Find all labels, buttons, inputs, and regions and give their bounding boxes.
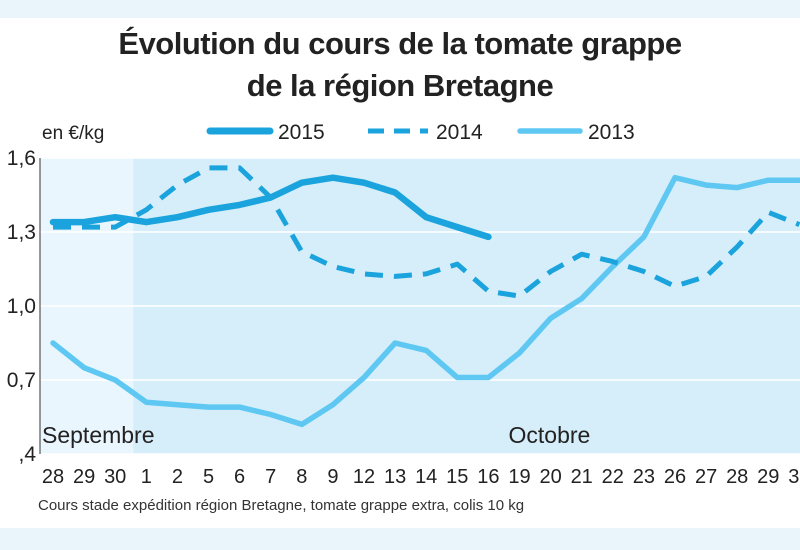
x-tick-label: 7 [265,466,276,488]
x-tick-label: 1 [141,466,152,488]
x-tick-label: 28 [726,466,748,488]
y-tick-label: 1,0 [7,295,36,318]
y-tick-label: ,4 [18,443,36,466]
x-tick-label: 23 [633,466,655,488]
series-line-2013 [50,174,800,428]
month-labels: Septembre Octobre [42,422,590,448]
x-tick-labels: 28 29 30 1 2 5 6 7 8 9 12 13 14 15 16 19 20 21 22 23 26 27 28 2… [42,466,800,488]
y-tick-label: 1,3 [7,221,36,244]
y-tick-label: 1,6 [7,147,36,170]
top-band [0,0,800,18]
x-tick-label: 8 [296,466,307,488]
x-tick-label: 15 [446,466,468,488]
y-axis-label: en €/kg [42,123,104,144]
series-lines [49,165,800,428]
x-tick-label: 26 [664,466,686,488]
x-tick-label: 29 [73,466,95,488]
x-tick-label: 5 [203,466,214,488]
x-tick-label: 29 [757,466,779,488]
x-tick-label: 9 [327,466,338,488]
x-tick-label: 27 [695,466,717,488]
x-tick-label: 16 [477,466,499,488]
series-line-2014 [53,165,800,299]
chart-caption: Cours stade expédition région Bretagne, … [38,497,525,514]
x-tick-label: 19 [508,466,530,488]
x-tick-label: 30 [104,466,126,488]
x-tick-label: 6 [234,466,245,488]
legend-label-2015: 2015 [278,121,325,144]
x-tick-label: 22 [602,466,624,488]
legend-label-2013: 2013 [588,121,635,144]
month-label: Octobre [509,422,591,448]
x-tick-label: 21 [571,466,593,488]
y-tick-labels: ,4 0,7 1,0 1,3 1,6 [7,147,37,466]
chart-title-line1: Évolution du cours de la tomate grappe [118,26,682,61]
series-line-2015 [49,174,492,241]
chart-title-line2: de la région Bretagne [246,68,554,103]
y-tick-label: 0,7 [7,369,36,392]
x-tick-label: 14 [415,466,437,488]
x-tick-label: 2 [172,466,183,488]
x-tick-label: 28 [42,466,64,488]
x-tick-label: 30 [788,466,800,488]
legend-label-2014: 2014 [436,121,483,144]
x-tick-label: 20 [539,466,561,488]
legend: 2015 2014 2013 [206,121,635,144]
x-tick-label: 12 [353,466,375,488]
x-tick-label: 13 [384,466,406,488]
grid-lines [39,157,800,455]
bottom-band [0,528,800,550]
month-label: Septembre [42,422,155,448]
